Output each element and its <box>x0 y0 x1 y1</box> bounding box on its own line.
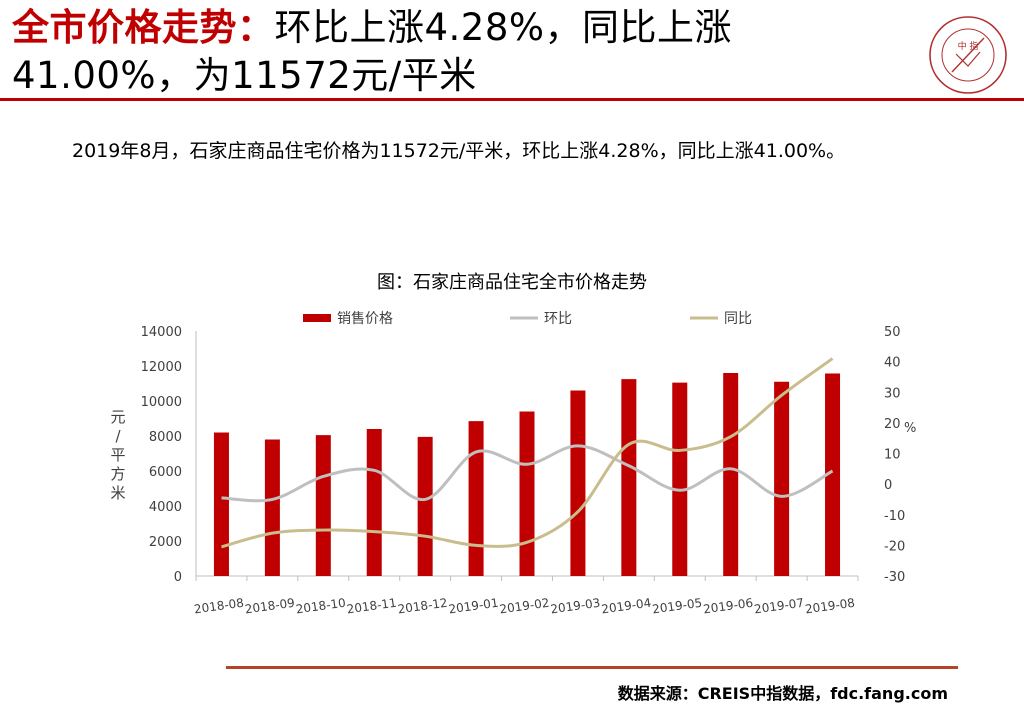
y-axis-label: 平 <box>110 446 125 464</box>
bar <box>825 373 841 576</box>
logo-center-text: 中 指 <box>958 40 979 52</box>
bar <box>315 435 331 576</box>
bar <box>468 421 484 576</box>
y-axis-label: 米 <box>110 484 125 502</box>
page-headline: 全市价格走势：环比上涨4.28%，同比上涨41.00%，为11572元/平米 <box>12 4 912 100</box>
legend-label: 同比 <box>724 311 752 327</box>
x-tick-label: 2018-10 <box>295 596 347 617</box>
y-tick-label: 2000 <box>149 535 182 550</box>
y2-tick-label: 10 <box>884 448 901 463</box>
headline-highlight: 全市价格走势： <box>12 6 275 49</box>
bar <box>723 373 739 576</box>
x-tick-label: 2019-05 <box>651 596 703 617</box>
mom-line <box>221 444 834 503</box>
x-tick-label: 2019-04 <box>600 596 652 617</box>
y-tick-label: 12000 <box>141 360 182 375</box>
footer-divider <box>226 666 958 669</box>
y-axis-label: 方 <box>110 465 125 483</box>
bar <box>417 436 433 576</box>
x-tick-label: 2018-12 <box>397 596 449 617</box>
y2-tick-label: -30 <box>884 570 905 585</box>
x-tick-label: 2019-06 <box>702 596 754 617</box>
legend-swatch <box>303 314 331 322</box>
legend-label: 环比 <box>544 311 572 327</box>
bar <box>774 381 790 576</box>
chart-title: 图：石家庄商品住宅全市价格走势 <box>377 272 647 293</box>
x-tick-label: 2019-03 <box>550 596 602 617</box>
x-tick-label: 2018-08 <box>193 596 245 617</box>
bar <box>366 429 382 576</box>
y-tick-label: 14000 <box>141 325 182 340</box>
y2-axis-label: % <box>904 421 916 436</box>
x-tick-label: 2018-11 <box>346 596 398 617</box>
bar <box>519 411 535 576</box>
y-axis-label: 元 <box>110 408 125 426</box>
x-tick-label: 2019-02 <box>499 596 551 617</box>
y-tick-label: 6000 <box>149 465 182 480</box>
y2-tick-label: 40 <box>884 356 901 371</box>
y2-tick-label: -10 <box>884 509 905 524</box>
x-tick-label: 2019-07 <box>753 596 805 617</box>
title-divider <box>0 98 1024 101</box>
y-tick-label: 10000 <box>141 395 182 410</box>
bar <box>672 382 688 576</box>
data-source: 数据来源：CREIS中指数据，fdc.fang.com <box>617 684 948 703</box>
y2-tick-label: 20 <box>884 417 901 432</box>
x-tick-label: 2018-09 <box>244 596 296 617</box>
y-tick-label: 8000 <box>149 430 182 445</box>
y2-tick-label: 30 <box>884 386 901 401</box>
bar <box>621 379 637 576</box>
y-axis-label: / <box>115 427 121 445</box>
x-tick-label: 2019-08 <box>804 596 856 617</box>
bar <box>213 432 229 576</box>
y2-tick-label: 50 <box>884 325 901 340</box>
china-index-academy-seal-icon: 中 指 <box>929 16 1007 94</box>
y-tick-label: 4000 <box>149 500 182 515</box>
bar <box>264 439 280 576</box>
x-tick-label: 2019-01 <box>448 596 500 617</box>
bar <box>570 390 586 576</box>
y2-tick-label: -20 <box>884 539 905 554</box>
yoy-line <box>221 357 834 549</box>
legend-label: 销售价格 <box>337 311 393 327</box>
y2-tick-label: 0 <box>884 478 892 493</box>
summary-text: 2019年8月，石家庄商品住宅价格为11572元/平米，环比上涨4.28%，同比… <box>72 140 846 162</box>
y-tick-label: 0 <box>174 570 182 585</box>
headline-text: 环比上涨4.28%，同比上涨41.00%，为11572元/平米 <box>12 6 733 97</box>
